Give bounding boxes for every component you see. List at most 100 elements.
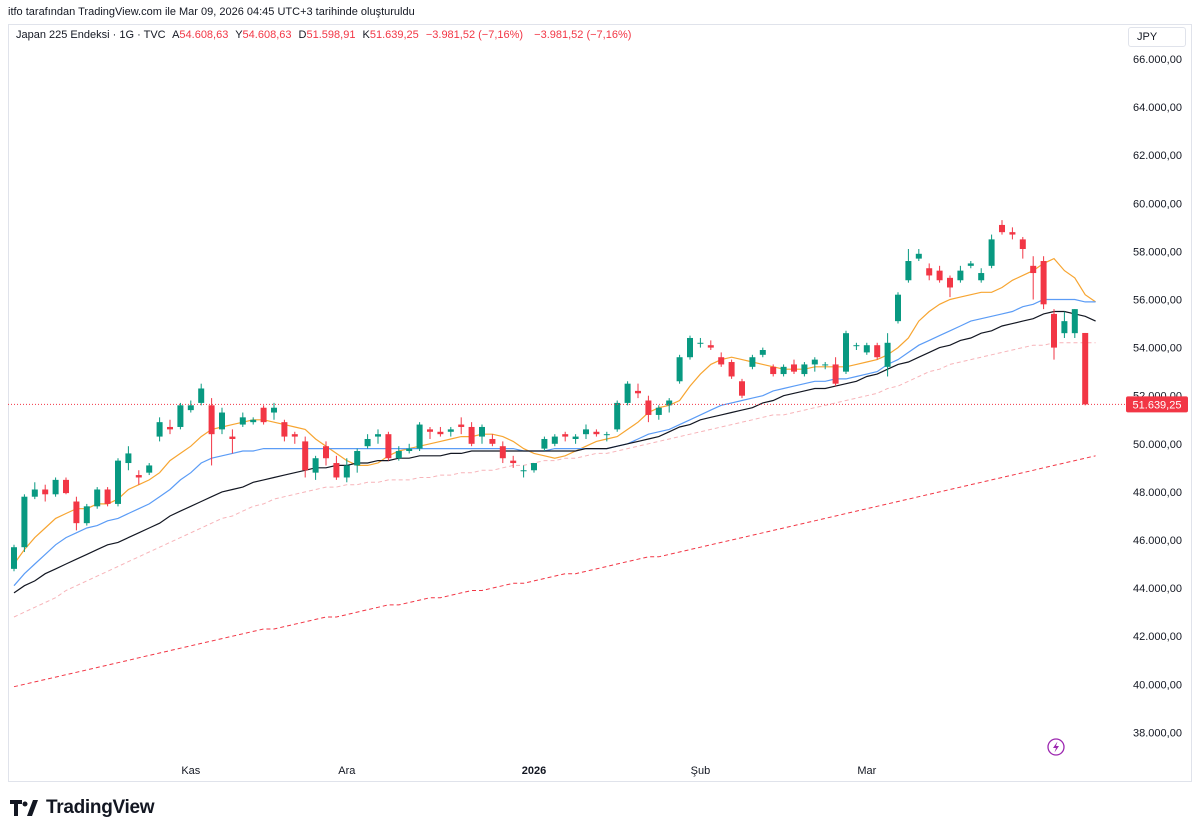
candle-body [832, 364, 839, 384]
candle-body [323, 446, 329, 459]
y-tick-label: 42.000,00 [1133, 631, 1182, 643]
candle-body [354, 451, 361, 466]
candle-body [957, 270, 964, 281]
overlay: 51.639,25 [8, 396, 1188, 756]
candle-body [541, 438, 548, 449]
price-axis[interactable]: 38.000,00 40.000,00 42.000,00 44.000,00 46.0… [1133, 54, 1182, 739]
candle-body [697, 342, 704, 344]
high-label: Y [235, 29, 243, 41]
open-label: A [172, 29, 180, 41]
x-tick-label: Ara [338, 765, 356, 777]
candle-body [1030, 265, 1037, 274]
candle-body [499, 446, 506, 459]
currency-button[interactable]: JPY [1128, 27, 1186, 47]
y-tick-label: 50.000,00 [1133, 439, 1182, 451]
candle-body [645, 400, 652, 415]
candle-body [312, 458, 319, 473]
candle-body [437, 431, 444, 435]
candle-body [458, 424, 465, 427]
candle-body [302, 441, 309, 471]
candle-body [666, 400, 673, 406]
candles [11, 220, 1089, 572]
change-value: −3.981,52 (−7,16%) [425, 29, 524, 41]
y-tick-label: 60.000,00 [1133, 198, 1182, 210]
candle-body [260, 407, 267, 423]
candle-body [915, 253, 922, 259]
candle-body [208, 405, 215, 435]
candle-body [687, 337, 693, 358]
y-tick-label: 64.000,00 [1133, 102, 1182, 114]
candle-body [551, 436, 558, 444]
candle-body [843, 333, 849, 372]
brand-logo[interactable]: TradingView [10, 797, 155, 819]
low-label: D [298, 29, 307, 41]
candle-body [801, 364, 808, 375]
close-value: 51.639,25 [369, 29, 419, 41]
last-price-badge [1126, 396, 1188, 413]
candle-body [895, 294, 901, 322]
high-value: 54.608,63 [242, 29, 292, 41]
candle-body [42, 489, 49, 495]
x-tick-label: Kas [181, 765, 200, 777]
candle-body [385, 434, 392, 459]
candle-body [427, 429, 433, 432]
candle-body [593, 431, 600, 435]
candle-body [655, 407, 662, 415]
brand-name: TradingView [46, 797, 155, 818]
candle-body [822, 364, 829, 366]
x-tick-label: Şub [691, 765, 711, 777]
candle-body [603, 434, 610, 436]
candle-body [718, 357, 725, 365]
candle-body [874, 345, 881, 358]
y-tick-label: 66.000,00 [1133, 54, 1182, 66]
candle-body [791, 364, 797, 372]
candle-body [406, 448, 413, 452]
candle-body [115, 460, 121, 504]
candle-body [198, 388, 205, 403]
candle-body [624, 383, 631, 403]
candle-body [479, 426, 485, 437]
candle-body [853, 345, 860, 347]
candle-body [229, 436, 236, 439]
candle-body [135, 475, 142, 478]
ohlc-legend: Japan 225 Endeksi · 1G · TVC A54.608,63 … [16, 29, 631, 41]
candle-body [728, 362, 735, 377]
candle-body [676, 357, 683, 382]
chart-attribution-note: itfo tarafından TradingView.com ile Mar … [8, 6, 415, 18]
candle-body [759, 350, 766, 355]
candle-body [531, 463, 537, 471]
x-tick-label: Mar [857, 765, 876, 777]
candle-body [219, 412, 225, 430]
candle-body [73, 501, 80, 524]
candle-body [978, 273, 985, 281]
candle-body [572, 436, 579, 439]
time-axis[interactable]: Kas Ara 2026 Şub Mar [181, 765, 876, 777]
candle-body [333, 463, 340, 478]
candle-body [739, 381, 745, 396]
candle-body [926, 268, 933, 276]
low-value: 51.598,91 [306, 29, 356, 41]
candle-body [947, 277, 953, 288]
chart-frame [8, 24, 1192, 782]
candle-body [250, 419, 257, 423]
change-value-secondary: −3.981,52 (−7,16%) [534, 29, 632, 41]
candle-body [281, 422, 288, 437]
candle-body [999, 224, 1005, 233]
candle-body [1019, 239, 1026, 249]
candle-body [375, 434, 381, 437]
candle-body [988, 239, 995, 266]
candle-body [21, 496, 28, 548]
candle-body [780, 366, 787, 375]
candle-body [884, 342, 891, 367]
candle-body [749, 357, 756, 367]
candle-body [395, 451, 402, 459]
candle-body [1009, 232, 1016, 235]
symbol-label[interactable]: Japan 225 Endeksi · 1G · TVC [16, 29, 166, 41]
lightning-icon[interactable] [1047, 738, 1065, 756]
candle-body [125, 453, 132, 464]
candle-body [11, 547, 17, 569]
candle-body [447, 429, 454, 432]
ma-line-blue [13, 298, 1096, 587]
ma-line-reddash [13, 455, 1096, 688]
